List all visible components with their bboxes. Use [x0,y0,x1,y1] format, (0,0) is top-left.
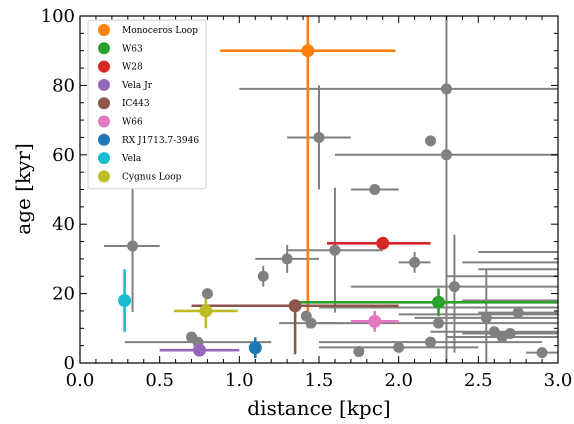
x-axis-label: distance [kpc] [247,396,390,420]
y-axis-label: age [kyr] [11,143,35,235]
data-point [425,336,437,348]
data-point-monoceros-loop [301,44,315,58]
legend-entry: IC443 [122,99,150,109]
highlight-points [118,44,445,357]
x-tick-label: 2.0 [384,370,413,391]
legend-entry: Vela [121,154,142,164]
data-point [353,346,365,358]
data-point-w66 [368,314,382,328]
legend-marker [98,115,110,128]
legend-entry: W28 [122,63,143,73]
y-tick-label: 40 [52,214,75,235]
data-point [440,83,452,95]
data-point [440,149,452,161]
y-tick-labels: 0 20 40 60 80 100 [41,6,75,374]
legend-marker [98,152,110,165]
data-point [281,253,293,265]
y-tick-label: 100 [41,6,75,27]
data-point [369,184,381,195]
legend-entry: W66 [122,118,143,128]
legend-marker [98,133,110,146]
legend-entry: W63 [122,44,143,54]
legend-entry: RX J1713.7-3946 [122,136,199,146]
data-point-cygnus-loop [199,304,213,318]
data-point [313,131,325,143]
data-point-ic443 [288,299,302,313]
data-point-w63 [432,295,445,309]
data-point [488,326,500,338]
data-point-vela [118,294,132,308]
data-point [201,288,213,300]
y-tick-label: 0 [64,353,75,374]
x-tick-label: 2.5 [464,370,493,391]
legend: Monoceros Loop W63 W28 Vela Jr IC443 W66 RX J1… [87,19,207,190]
legend-marker [98,97,110,110]
data-point [425,135,437,147]
x-tick-label: 1.5 [305,370,334,391]
data-point [480,312,492,324]
legend-entry: Monoceros Loop [122,26,198,36]
data-point [536,347,548,359]
legend-marker [98,170,110,183]
data-point [305,317,317,329]
legend-box [87,19,207,190]
legend-entry: Vela Jr [121,81,153,91]
x-tick-label: 3.0 [544,370,573,391]
data-point [393,341,405,353]
data-point-vela-jr [193,343,206,357]
plot-frame [79,15,559,364]
x-tick-label: 0.5 [145,370,174,391]
data-point [127,240,139,252]
y-tick-label: 60 [52,145,75,166]
y-tick-label: 80 [52,75,75,96]
axis-ticks [79,15,559,364]
x-tick-label: 0.0 [66,370,95,391]
legend-entry: Cygnus Loop [122,172,182,182]
data-point [448,281,460,293]
legend-marker [98,60,110,73]
data-point [409,256,421,268]
data-point [504,328,516,340]
data-point [329,244,341,256]
data-point [433,317,444,329]
x-tick-labels: 0.0 0.5 1.0 1.5 2.0 2.5 3.0 [66,370,573,391]
legend-marker [98,78,110,91]
legend-marker [98,42,110,55]
legend-marker [98,24,110,36]
other-points [127,83,548,359]
x-tick-label: 1.0 [225,370,254,391]
data-point-w28 [376,236,390,250]
data-point-rx-j1713-7-3946 [248,341,262,355]
data-point [512,307,524,319]
y-tick-label: 20 [52,284,75,305]
data-point [257,270,269,282]
